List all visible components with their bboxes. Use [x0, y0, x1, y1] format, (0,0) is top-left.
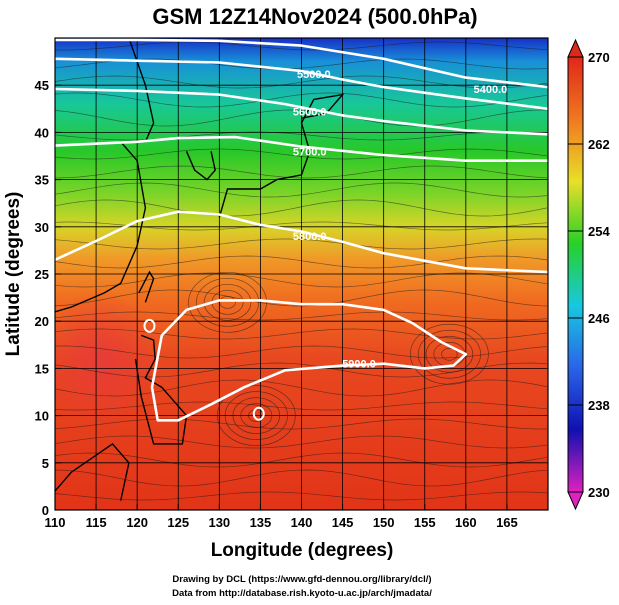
colorbar-max-arrow: [567, 38, 584, 58]
y-tick-label: 20: [35, 314, 49, 329]
x-tick-label: 140: [291, 515, 313, 530]
colorbar-tick-label: 270: [588, 50, 610, 65]
colorbar-tick-label: 262: [588, 137, 610, 152]
vortex-streamline: [425, 335, 474, 373]
contour-label: 5400.0: [474, 84, 508, 96]
coastlines: [55, 38, 345, 501]
x-tick-label: 125: [167, 515, 189, 530]
coastline: [55, 38, 155, 313]
y-tick-label: 35: [35, 173, 49, 188]
contour-label: 5900.0: [342, 359, 376, 371]
coastline: [134, 334, 188, 445]
y-tick-label: 45: [35, 78, 49, 93]
y-tick-label: 15: [35, 361, 49, 376]
chart-title: GSM 12Z14Nov2024 (500.0hPa): [152, 4, 477, 29]
colorbar-min-arrow: [567, 491, 584, 511]
contour-line: [55, 135, 548, 162]
x-tick-label: 130: [208, 515, 230, 530]
x-tick-label: 135: [250, 515, 272, 530]
y-tick-label: 10: [35, 409, 49, 424]
contour-label: 5800.0: [293, 231, 327, 243]
y-axis-ticks: 0 5 10 15 20 25 30 35 40 45: [35, 78, 61, 518]
x-axis-label: Longitude (degrees): [211, 540, 394, 561]
contour-line: [55, 57, 548, 111]
closed-contour: [252, 406, 265, 421]
y-tick-label: 30: [35, 220, 49, 235]
x-tick-label: 110: [45, 515, 66, 530]
colorbar-scale: [567, 56, 584, 493]
coastline: [55, 442, 130, 501]
colorbar-tick-label: 230: [588, 485, 610, 500]
colorbar-tick-label: 238: [588, 398, 610, 413]
x-tick-label: 165: [496, 515, 518, 530]
height-contours: 5400.0 5500.0 5600.0 5700.0 5800.0 5900.0: [55, 38, 548, 422]
contour-label: 5700.0: [293, 146, 327, 158]
coastline: [138, 270, 155, 303]
contour-label: 5500.0: [297, 69, 331, 81]
credit-drawing: Drawing by DCL (https://www.gfd-dennou.o…: [172, 574, 431, 585]
plot-area: 5400.0 5500.0 5600.0 5700.0 5800.0 5900.0: [55, 38, 548, 510]
y-tick-label: 5: [42, 456, 49, 471]
colorbar-tick-label: 254: [588, 224, 610, 239]
x-tick-label: 155: [414, 515, 436, 530]
y-tick-label: 25: [35, 267, 49, 282]
vortex-streamline: [410, 323, 489, 385]
y-axis-label: Latitude (degrees): [3, 192, 24, 357]
vortex-streamline: [219, 295, 236, 309]
x-tick-label: 120: [126, 515, 148, 530]
closed-contour: [143, 318, 156, 333]
x-tick-label: 145: [332, 515, 354, 530]
y-tick-label: 0: [42, 503, 49, 518]
y-tick-label: 40: [35, 125, 49, 140]
vortex-streamline: [196, 277, 260, 327]
x-tick-label: 150: [373, 515, 395, 530]
contour-line: [55, 38, 548, 89]
vortex-streamline: [417, 329, 481, 379]
colorbar: 230 238 246 254 262 270: [567, 38, 610, 511]
x-tick-label: 160: [455, 515, 477, 530]
contour-line: [55, 87, 548, 136]
colorbar-tick-label: 246: [588, 311, 610, 326]
vortex-streamline: [203, 283, 252, 321]
x-axis-ticks: 110 115 120 125 130 135 140 145 150 155 160 165: [45, 504, 518, 530]
vortex-streamline: [441, 347, 458, 361]
coastline: [218, 93, 345, 218]
contour-line: [55, 210, 548, 274]
vortex-streamline: [188, 271, 267, 333]
contour-line: [150, 299, 468, 422]
contour-label: 5600.0: [293, 107, 327, 119]
credit-data: Data from http://database.rish.kyoto-u.a…: [172, 588, 432, 599]
x-tick-label: 115: [86, 515, 107, 530]
